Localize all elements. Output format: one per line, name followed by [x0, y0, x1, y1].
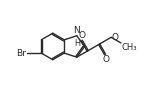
Text: O: O	[79, 31, 86, 40]
Text: Br: Br	[16, 49, 26, 58]
Text: O: O	[111, 33, 119, 42]
Text: H: H	[74, 39, 80, 48]
Text: CH₃: CH₃	[121, 43, 137, 52]
Text: N: N	[73, 26, 80, 35]
Text: O: O	[103, 55, 109, 64]
